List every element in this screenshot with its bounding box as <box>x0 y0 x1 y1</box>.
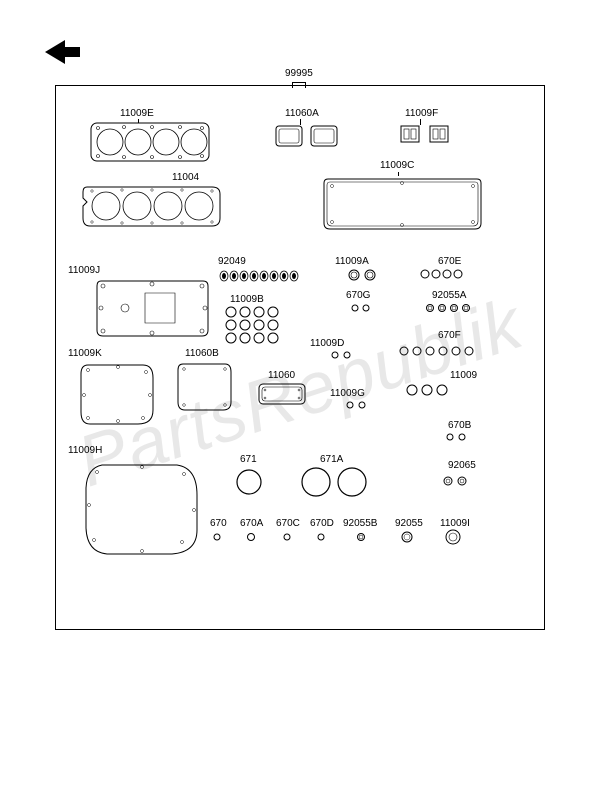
callout-11009I: 11009I <box>440 518 470 529</box>
gasket-11009K <box>78 360 158 430</box>
callout-99995: 99995 <box>285 68 313 79</box>
callout-92055: 92055 <box>395 518 423 529</box>
callout-671: 671 <box>240 454 257 465</box>
callout-670B: 670B <box>448 420 471 431</box>
callout-11060B: 11060B <box>185 348 219 359</box>
gasket-11004 <box>82 182 222 230</box>
leader-line <box>420 119 421 125</box>
callout-11009K: 11009K <box>68 348 102 359</box>
callout-92055A: 92055A <box>432 290 466 301</box>
gasket-11009E <box>90 122 210 162</box>
orings-11009B <box>225 305 315 347</box>
callout-92055B: 92055B <box>343 518 377 529</box>
callout-670F: 670F <box>438 330 461 341</box>
gasket-11009H <box>82 460 202 560</box>
bracket-top <box>292 82 306 83</box>
gasket-11009F <box>400 125 455 147</box>
callout-670A: 670A <box>240 518 263 529</box>
orings-671A <box>300 465 375 500</box>
callout-670E: 670E <box>438 256 461 267</box>
leader-line <box>398 172 399 176</box>
orings-670E <box>420 268 470 280</box>
callout-92065: 92065 <box>448 460 476 471</box>
gasket-11060A <box>275 125 340 150</box>
oring-671 <box>235 468 265 498</box>
callout-11009E: 11009E <box>120 108 154 119</box>
callout-11009D: 11009D <box>310 338 344 349</box>
oring-92055B <box>356 532 368 544</box>
orings-11009A <box>348 268 388 282</box>
callout-670C: 670C <box>276 518 300 529</box>
oring-92055 <box>400 530 416 546</box>
callout-11009: 11009 <box>450 370 477 381</box>
oring-670 <box>212 532 224 544</box>
gasket-11009J <box>95 278 210 340</box>
callout-11060A: 11060A <box>285 108 319 119</box>
callout-11009A: 11009A <box>335 256 369 267</box>
callout-670G: 670G <box>346 290 370 301</box>
leader-line <box>138 119 139 123</box>
callout-11009C: 11009C <box>380 160 414 171</box>
callout-670D: 670D <box>310 518 334 529</box>
callout-11009B: 11009B <box>230 294 264 305</box>
callout-11009J: 11009J <box>68 265 100 276</box>
orings-11009D <box>330 350 358 360</box>
leader-line <box>300 119 301 125</box>
callout-670: 670 <box>210 518 227 529</box>
oring-11009I <box>444 528 464 548</box>
oring-670C <box>282 532 294 544</box>
callout-92049: 92049 <box>218 256 246 267</box>
oring-670A <box>246 532 258 544</box>
callout-11060: 11060 <box>268 370 295 381</box>
gasket-11060 <box>258 383 308 408</box>
callout-11009H: 11009H <box>68 445 102 456</box>
callout-11009F: 11009F <box>405 108 438 119</box>
callout-11004: 11004 <box>172 172 199 183</box>
orings-670B <box>445 432 475 442</box>
gasket-11009C <box>320 175 485 233</box>
orings-11009G <box>345 400 375 410</box>
oring-670D <box>316 532 328 544</box>
callout-11009G: 11009G <box>330 388 365 399</box>
back-arrow-icon <box>45 40 85 70</box>
gasket-11060B <box>175 360 235 415</box>
seals-92049 <box>218 270 318 284</box>
orings-670F <box>398 345 478 357</box>
orings-11009 <box>405 383 455 397</box>
orings-670G <box>350 303 380 313</box>
orings-92055A <box>425 303 480 313</box>
callout-671A: 671A <box>320 454 343 465</box>
washer-92065 <box>442 475 477 487</box>
